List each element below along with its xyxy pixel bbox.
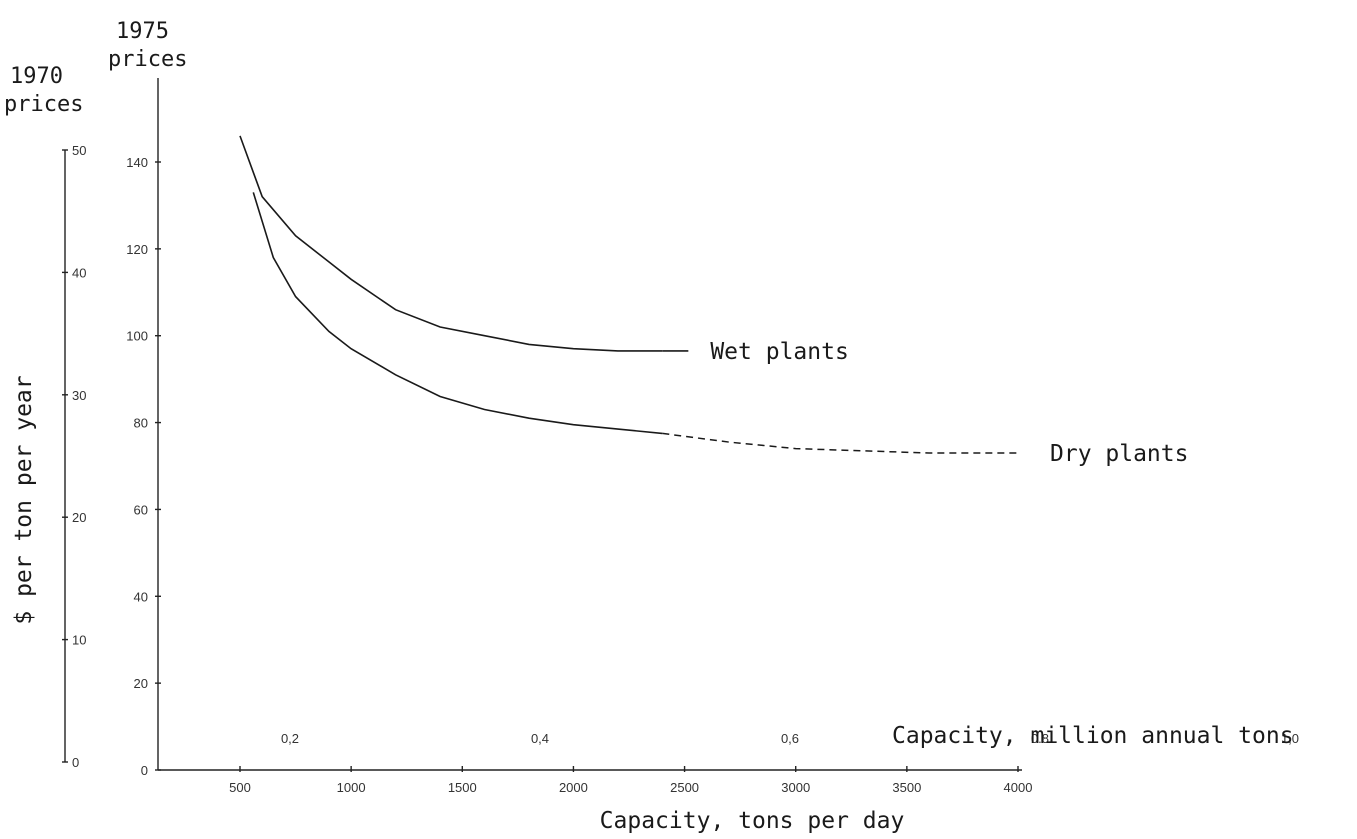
y1975-tick-label: 100 bbox=[126, 329, 148, 344]
y1970-tick-label: 0 bbox=[72, 755, 79, 770]
x-tick-label: 1000 bbox=[337, 780, 366, 795]
x-tick-label: 3500 bbox=[892, 780, 921, 795]
y1970-tick-label: 40 bbox=[72, 265, 86, 280]
y1970-tick-label: 50 bbox=[72, 143, 86, 158]
wet-plants-label: Wet plants bbox=[710, 339, 848, 365]
x2-tick-label: 0,6 bbox=[781, 731, 799, 746]
y1975-tick-label: 80 bbox=[134, 416, 148, 431]
y-axis-label: $ per ton per year bbox=[11, 375, 37, 624]
x-tick-label: 2000 bbox=[559, 780, 588, 795]
x-tick-label: 500 bbox=[229, 780, 251, 795]
y-right-header-line2: prices bbox=[108, 47, 187, 72]
x-tick-label: 3000 bbox=[781, 780, 810, 795]
y1970-tick-label: 10 bbox=[72, 633, 86, 648]
y1970-tick-label: 30 bbox=[72, 388, 86, 403]
x2-tick-label: 1,0 bbox=[1281, 731, 1299, 746]
y1975-tick-label: 60 bbox=[134, 502, 148, 517]
x-axis-ticks: 500 1000 1500 2000 2500 3000 3500 4000 bbox=[229, 766, 1032, 795]
y1975-tick-label: 0 bbox=[141, 763, 148, 778]
y1975-tick-label: 40 bbox=[134, 589, 148, 604]
x2-tick-label: 0,2 bbox=[281, 731, 299, 746]
y-axis-1975-ticks: 0 20 40 60 80 100 120 140 bbox=[126, 155, 161, 778]
y1975-tick-label: 120 bbox=[126, 242, 148, 257]
y-left-header-line1: 1970 bbox=[10, 64, 63, 89]
y1970-tick-label: 20 bbox=[72, 510, 86, 525]
x-axis-secondary-label: Capacity, million annual tons bbox=[892, 723, 1294, 749]
y1975-tick-label: 140 bbox=[126, 155, 148, 170]
y1975-tick-label: 20 bbox=[134, 676, 148, 691]
x-tick-label: 4000 bbox=[1004, 780, 1033, 795]
y-axis-1970-ticks: 0 10 20 30 40 50 bbox=[62, 143, 86, 770]
x2-tick-label: 0.8 bbox=[1031, 731, 1049, 746]
x2-tick-label: 0,4 bbox=[531, 731, 549, 746]
x-tick-label: 2500 bbox=[670, 780, 699, 795]
dry-plants-dashed-extension bbox=[662, 432, 1018, 454]
x-axis-label: Capacity, tons per day bbox=[600, 808, 905, 834]
x-axis-secondary-ticks: 0,2 0,4 0,6 0.8 1,0 bbox=[281, 731, 1299, 746]
y-left-header-line2: prices bbox=[4, 92, 83, 117]
dry-plants-line bbox=[252, 192, 663, 435]
series-layer: Wet plants Dry plants bbox=[239, 135, 1188, 467]
wet-plants-line bbox=[239, 135, 663, 352]
dry-plants-label: Dry plants bbox=[1050, 441, 1188, 467]
y-right-header-line1: 1975 bbox=[116, 19, 169, 44]
x-tick-label: 1500 bbox=[448, 780, 477, 795]
